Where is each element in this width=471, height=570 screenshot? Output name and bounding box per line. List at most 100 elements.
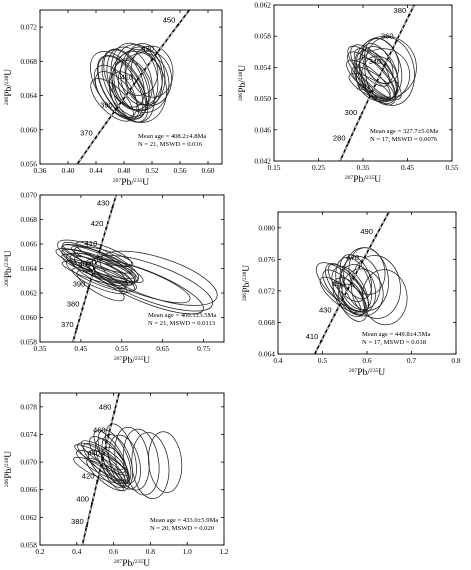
age-label: 430 [97,199,110,208]
error-ellipse [327,263,364,303]
error-ellipse [99,250,218,306]
error-ellipse [103,49,145,108]
y-tick-label: 0.066 [20,485,37,494]
error-ellipses [90,42,174,123]
age-label: 430 [141,44,154,53]
y-axis-label: 206Pb/238U [4,250,14,286]
age-label: 490 [360,227,373,236]
concordia-plot-e: Mean age = 433.0±5.9Ma N = 20, MSWD = 0.… [4,392,229,569]
age-label: 300 [345,108,358,117]
x-tick-label: 0.45 [74,344,87,353]
error-ellipse [122,428,160,496]
age-label: 410 [306,332,319,341]
error-ellipse [130,45,174,98]
age-marker [96,479,99,482]
error-ellipse [364,38,400,85]
age-label: 370 [80,129,93,138]
error-ellipse [346,59,391,99]
y-axis-label: 206Pb/238U [238,65,248,101]
annotation-line-2: N = 21, MSWD = 0.0113 [148,320,216,327]
x-tick-label: 0.15 [268,163,281,172]
age-label: 410 [121,72,134,81]
error-ellipse [348,72,391,101]
annotation-line-2: N = 21, MSWD = 0.016 [138,141,203,148]
y-tick-label: 0.062 [20,513,37,522]
x-tick-label: 0.40 [62,166,75,175]
concordia-plot-d: Mean age = 449.8±4.5Ma N = 17, MSWD = 0.… [242,211,461,378]
annotation-line-1: Mean age = 408.2±4.8Ma [138,133,206,140]
concordia-curve-dash [339,5,415,161]
x-tick-label: 0.36 [34,166,47,175]
error-ellipse [75,241,132,267]
age-marker [105,226,108,229]
error-ellipse [101,48,150,117]
x-tick-label: 0.6 [362,356,372,365]
x-axis-label: 207Pb/235U [349,368,385,378]
y-axis-label: 206Pb/238U [242,265,252,301]
y-tick-label: 0.068 [20,57,37,66]
age-marker [93,267,96,270]
error-ellipse [361,55,399,103]
y-tick-label: 0.062 [20,289,37,298]
age-label: 380 [394,6,407,15]
age-label: 420 [82,472,95,481]
y-tick-label: 0.064 [258,350,275,359]
error-ellipse [124,50,173,107]
x-axis-label: 207Pb/235U [114,356,150,366]
y-tick-label: 0.058 [20,338,37,347]
error-ellipse [90,51,147,120]
x-tick-label: 0.55 [115,344,128,353]
age-marker [177,23,180,26]
age-marker [408,13,411,17]
x-axis-label: 207Pb/235U [345,175,381,185]
error-ellipse [353,48,390,87]
error-ellipse [71,267,128,295]
x-tick-label: 1.0 [183,547,193,556]
x-tick-label: 0.56 [174,166,187,175]
x-axis-label: 207Pb/235U [113,178,149,188]
x-tick-label: 0.55 [446,163,459,172]
y-tick-label: 0.076 [258,255,275,264]
x-tick-label: 0.65 [156,344,169,353]
error-ellipses [55,239,218,315]
age-label: 320 [356,83,369,92]
age-label: 370 [61,320,74,329]
x-tick-label: 0.6 [109,547,119,556]
age-label: 450 [163,16,176,25]
error-ellipse [115,44,159,96]
x-tick-label: 0.2 [35,547,45,556]
y-tick-label: 0.046 [254,125,271,134]
age-label: 380 [71,517,84,526]
y-tick-label: 0.080 [258,223,275,232]
age-marker [360,261,364,264]
age-marker [347,141,350,144]
error-ellipse [88,259,204,315]
error-ellipse [113,49,163,112]
error-ellipse [95,71,139,120]
age-marker [99,246,102,250]
concordia-curve [339,5,416,161]
error-ellipse [348,247,386,296]
annotation-line-2: N = 20, MSWD = 0.020 [150,525,215,532]
error-ellipse [338,283,368,322]
age-marker [347,287,350,290]
error-ellipses [73,423,183,499]
age-marker [135,80,138,83]
age-marker [111,206,114,209]
annotation-line-1: Mean age = 449.8±4.5Ma [362,331,430,338]
x-tick-label: 0.4 [273,356,283,365]
age-label: 400 [76,494,89,503]
x-tick-label: 1.2 [219,547,229,556]
x-tick-label: 0.75 [197,344,210,353]
annotation-line-2: N = 17, MSWD = 0.0076 [370,136,438,143]
x-tick-label: 0.5 [318,356,328,365]
x-tick-label: 0.45 [401,163,414,172]
error-ellipse [110,42,159,111]
annotation-line-1: Mean age = 327.7±5.6Ma [370,128,438,135]
x-tick-label: 0.35 [34,344,47,353]
x-tick-label: 0.8 [146,547,156,556]
age-label: 390 [73,280,86,289]
error-ellipse [88,449,127,489]
